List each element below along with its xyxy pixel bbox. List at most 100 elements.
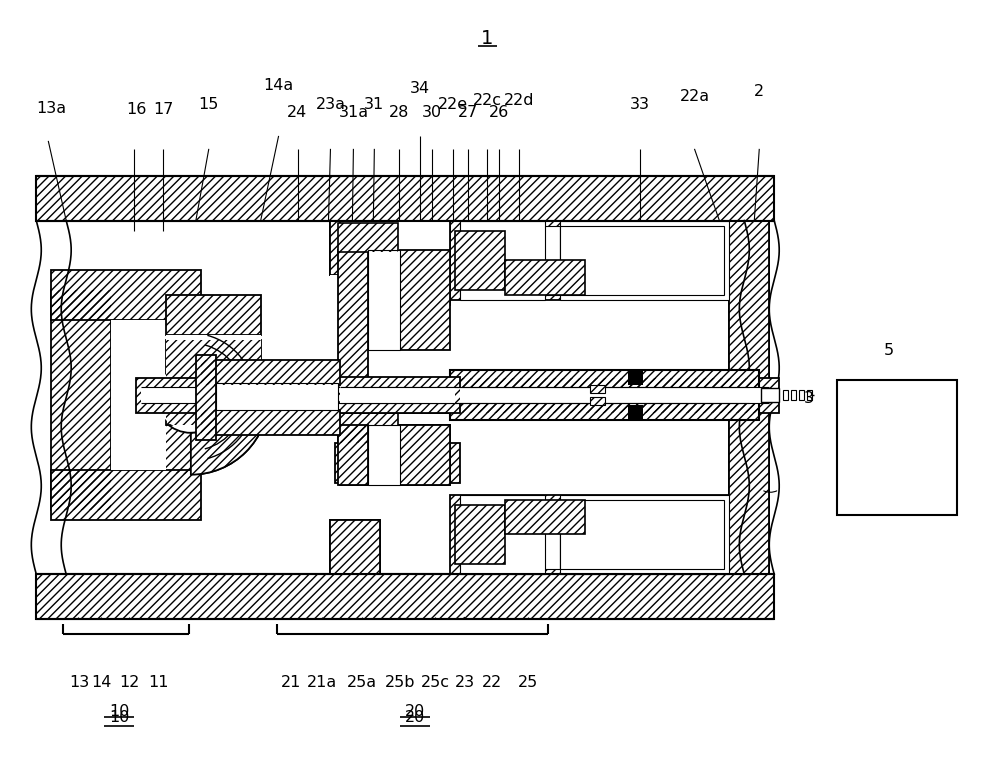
Bar [338,413,398,443]
Text: 25a: 25a [347,675,377,689]
Bar [450,221,729,300]
Bar [400,250,450,350]
Text: 28: 28 [389,105,409,120]
Bar [400,250,450,350]
Text: 25c: 25c [421,675,450,689]
Bar [36,175,774,221]
Bar [166,296,261,336]
Bar [628,405,643,420]
Bar [368,425,400,485]
Bar [201,360,340,385]
Bar [330,519,380,574]
Bar [166,336,261,340]
Text: 16: 16 [126,102,146,117]
Bar [330,519,380,574]
Text: 10: 10 [109,709,129,725]
Bar [340,387,455,403]
Bar [36,221,774,574]
Bar [51,290,111,509]
Bar [330,221,380,276]
Bar [166,296,261,336]
Bar [166,385,261,425]
Text: 21: 21 [280,675,301,689]
Wedge shape [191,319,269,475]
Bar [335,443,460,483]
Text: 20: 20 [405,709,425,725]
Bar [460,221,545,300]
Bar [338,250,368,415]
Text: 22e: 22e [438,97,468,112]
Text: 1: 1 [481,29,493,48]
Text: 34: 34 [410,80,430,96]
Text: 10: 10 [109,704,129,719]
Bar [166,380,261,385]
Bar [51,290,111,509]
Text: 15: 15 [199,97,219,112]
Text: 33: 33 [630,97,650,112]
Text: 2: 2 [754,83,764,99]
Bar [166,375,261,385]
Bar [338,413,398,443]
Bar [166,340,261,380]
Bar [455,505,505,565]
Text: 26: 26 [489,105,509,120]
Bar [400,425,450,485]
Text: 31a: 31a [338,105,368,120]
Bar [628,370,643,385]
Bar [166,340,261,380]
Text: 14: 14 [91,675,111,689]
Bar [590,385,605,393]
Bar [455,231,505,290]
Bar [455,505,505,565]
Bar [799,390,804,400]
Bar [368,250,400,350]
Text: 14a: 14a [263,77,294,93]
Text: 27: 27 [458,105,478,120]
Text: 21a: 21a [307,675,338,689]
Bar [590,397,605,405]
Bar [166,385,261,425]
Text: 20: 20 [405,704,425,719]
Bar [201,410,340,435]
Bar [338,223,398,253]
Text: 11: 11 [149,675,169,689]
Bar [330,221,380,276]
Bar [791,390,796,400]
Text: 12: 12 [119,675,139,689]
Bar [330,519,380,574]
FancyArrowPatch shape [764,491,777,493]
Bar [51,470,201,519]
Text: 5: 5 [884,342,894,358]
Bar [455,387,749,403]
Bar [560,499,724,569]
Bar [338,223,398,253]
Text: 30: 30 [422,105,442,120]
Bar [330,221,380,276]
Text: 31: 31 [364,97,384,112]
Bar [136,378,779,413]
Bar [590,397,605,405]
Circle shape [157,363,225,430]
Bar [340,425,450,485]
Bar [201,410,340,435]
Bar [729,221,769,574]
Bar [837,380,957,515]
Bar [450,221,729,300]
Text: 25: 25 [518,675,538,689]
Bar [36,574,774,619]
Bar [450,495,729,574]
Bar [51,270,201,320]
Bar [450,370,759,420]
Text: 13: 13 [69,675,89,689]
Bar [111,320,166,470]
Bar [196,355,216,440]
Bar [216,383,338,410]
Bar [166,336,261,385]
Bar [460,225,560,296]
Bar [335,443,460,483]
Bar [338,250,368,415]
Bar [560,225,724,296]
Bar [460,495,545,574]
Bar [450,495,729,574]
Bar [338,425,368,485]
